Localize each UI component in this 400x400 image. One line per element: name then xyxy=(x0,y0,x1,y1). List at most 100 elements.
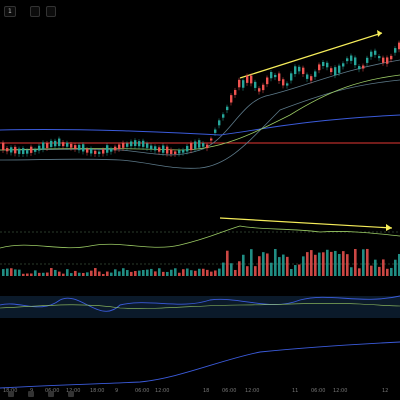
volume-bar xyxy=(278,257,281,276)
candle xyxy=(154,146,157,151)
volume-ma-line xyxy=(0,341,400,389)
candle xyxy=(258,88,261,92)
candle xyxy=(6,148,9,152)
trendline-arrow-icon xyxy=(377,30,382,37)
volume-bar xyxy=(246,266,249,276)
volume-bar xyxy=(50,268,53,276)
candle xyxy=(290,73,293,81)
volume-bar xyxy=(70,273,73,276)
candle xyxy=(42,142,45,150)
candle xyxy=(382,57,385,63)
candle xyxy=(358,66,361,70)
volume-bar xyxy=(222,262,225,276)
candle xyxy=(330,68,333,73)
volume-bar xyxy=(166,271,169,276)
volume-bar xyxy=(214,270,217,276)
volume-bar xyxy=(382,259,385,276)
ma-mid-line xyxy=(0,74,400,151)
indicator-icon[interactable] xyxy=(48,391,54,397)
oscillator-zone xyxy=(0,296,400,318)
indicator-button[interactable] xyxy=(29,5,40,17)
settings-icon[interactable] xyxy=(8,391,14,397)
volume-bar xyxy=(390,267,393,276)
volume-bar xyxy=(122,268,125,276)
volume-bar xyxy=(234,269,237,276)
volume-bar xyxy=(78,272,81,276)
candle xyxy=(2,142,5,150)
volume-bar xyxy=(38,272,41,276)
candle xyxy=(234,89,237,95)
candle xyxy=(70,143,73,148)
volume-bar xyxy=(74,270,77,276)
volume-bar xyxy=(386,268,389,276)
volume-bar xyxy=(194,270,197,276)
candle xyxy=(250,75,253,84)
candle xyxy=(74,145,77,149)
volume-bar xyxy=(302,256,305,276)
candle xyxy=(342,63,345,67)
candle xyxy=(378,56,381,59)
volume-bar xyxy=(158,268,161,276)
candle xyxy=(30,146,33,153)
volume-bar xyxy=(58,271,61,276)
volume-bar xyxy=(322,252,325,276)
candle xyxy=(318,64,321,71)
trendline-price[interactable] xyxy=(239,32,383,79)
candle xyxy=(78,144,81,151)
candle xyxy=(274,74,277,78)
candle xyxy=(26,150,29,154)
candle xyxy=(142,140,145,147)
volume-bar xyxy=(102,273,105,276)
volume-bar xyxy=(326,249,329,276)
volume-bar xyxy=(306,252,309,276)
volume-bar xyxy=(110,272,113,276)
volume-bar xyxy=(298,264,301,276)
candle xyxy=(322,61,325,66)
volume-bar xyxy=(18,269,21,276)
candle xyxy=(34,149,37,152)
candle xyxy=(386,57,389,64)
volume-bar xyxy=(206,269,209,276)
volume-bar xyxy=(218,268,221,276)
candle xyxy=(18,148,21,154)
volume-bar xyxy=(238,261,241,276)
volume-bar xyxy=(2,269,5,276)
macd-line xyxy=(0,295,400,312)
volume-bar xyxy=(310,250,313,276)
volume-bar xyxy=(126,270,129,276)
community-button[interactable] xyxy=(45,5,56,17)
candle xyxy=(350,55,353,61)
volume-bar xyxy=(254,266,257,276)
candle xyxy=(390,55,393,60)
candle xyxy=(182,149,185,153)
oscillator-arrow-icon xyxy=(386,224,392,231)
volume-bar xyxy=(106,271,109,276)
bottom-toolbar xyxy=(0,391,400,400)
trendline-oscillator[interactable] xyxy=(219,217,393,229)
volume-bar xyxy=(190,270,193,276)
candle xyxy=(106,145,109,153)
candle xyxy=(278,73,281,81)
candle xyxy=(178,150,181,154)
candle xyxy=(46,142,49,148)
candle xyxy=(22,148,25,154)
candle xyxy=(230,95,233,103)
candle xyxy=(354,57,357,66)
candle xyxy=(286,83,289,86)
volume-bar xyxy=(14,269,17,276)
candle xyxy=(194,141,197,149)
volume-bar xyxy=(130,271,133,276)
volume-bar xyxy=(6,268,9,276)
symbol-button[interactable]: 1 xyxy=(4,5,16,17)
volume-bar xyxy=(330,251,333,276)
volume-bar xyxy=(150,268,153,276)
volume-bar xyxy=(170,269,173,276)
volume-bar xyxy=(198,268,201,276)
volume-bar xyxy=(398,253,400,276)
candle xyxy=(150,145,153,150)
layout-icon[interactable] xyxy=(68,391,74,397)
compare-icon[interactable] xyxy=(28,391,34,397)
volume-bar xyxy=(54,269,57,276)
volume-bar xyxy=(62,273,65,276)
